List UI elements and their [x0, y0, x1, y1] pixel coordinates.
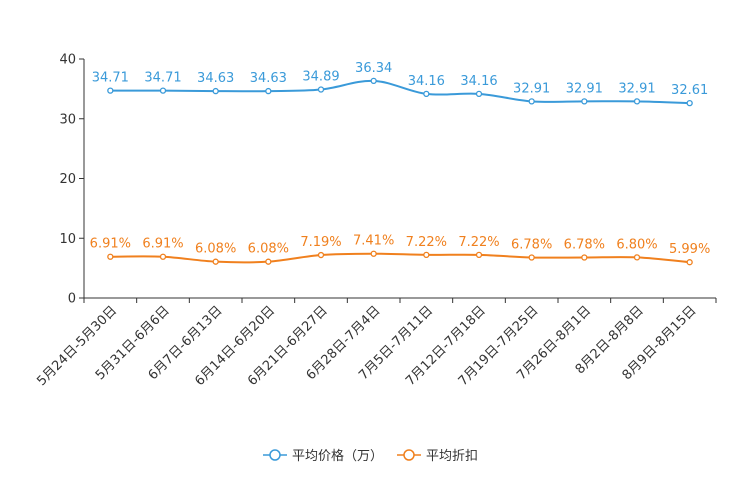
series-1: 34.71 34.71 34.63 34.63 34.89 36.34 34.16 34.16…	[92, 61, 708, 107]
data-label: 36.34	[355, 61, 392, 76]
data-label: 6.78%	[511, 237, 552, 252]
data-label: 34.89	[302, 70, 339, 85]
data-point[interactable]	[475, 90, 483, 98]
axes: 0102030405月24日-5月30日5月31日-6月6日6月7日-6月13日…	[34, 53, 717, 389]
data-label: 32.61	[671, 83, 708, 98]
data-label: 6.80%	[616, 237, 657, 252]
data-label: 34.71	[144, 71, 181, 86]
legend-marker	[269, 449, 281, 461]
data-point[interactable]	[633, 98, 641, 105]
data-point[interactable]	[265, 87, 272, 95]
data-label: 34.63	[250, 71, 287, 86]
data-point[interactable]	[107, 87, 114, 94]
data-point[interactable]	[475, 251, 483, 259]
data-point[interactable]	[370, 77, 377, 85]
data-label: 34.71	[92, 71, 129, 86]
legend[interactable]: 平均价格（万） 平均折扣	[263, 448, 478, 464]
data-point[interactable]	[581, 98, 588, 105]
data-point[interactable]	[159, 253, 167, 260]
y-tick-label: 10	[59, 232, 76, 247]
data-label: 6.91%	[142, 237, 183, 252]
data-point[interactable]	[633, 254, 641, 261]
data-label: 34.63	[197, 71, 234, 86]
data-label: 32.91	[618, 81, 655, 96]
y-tick-label: 30	[59, 112, 76, 127]
data-label: 5.99%	[669, 242, 710, 257]
legend-label: 平均折扣	[426, 449, 478, 464]
data-label: 7.22%	[458, 235, 499, 250]
data-point[interactable]	[212, 87, 219, 95]
legend-label: 平均价格（万）	[292, 448, 383, 464]
data-point[interactable]	[370, 250, 377, 257]
data-label: 34.16	[408, 74, 445, 89]
data-point[interactable]	[686, 259, 693, 266]
data-label: 7.22%	[406, 235, 447, 250]
data-point[interactable]	[528, 98, 535, 105]
series-2: 6.91% 6.91% 6.08% 6.08% 7.19% 7.41% 7.22% 7.22%…	[90, 234, 710, 266]
data-label: 6.78%	[564, 237, 605, 252]
legend-item-2[interactable]: 平均折扣	[397, 449, 478, 464]
data-label: 7.19%	[300, 235, 341, 250]
data-point[interactable]	[159, 87, 167, 94]
y-tick-label: 0	[68, 292, 76, 307]
data-point[interactable]	[528, 254, 535, 261]
data-point[interactable]	[317, 86, 325, 93]
data-label: 32.91	[566, 81, 603, 96]
y-tick-label: 40	[59, 53, 76, 68]
data-point[interactable]	[107, 253, 114, 260]
data-label: 7.41%	[353, 234, 394, 249]
data-point[interactable]	[423, 90, 430, 98]
data-point[interactable]	[265, 258, 272, 265]
data-label: 34.16	[460, 74, 497, 89]
data-point[interactable]	[686, 100, 693, 107]
data-label: 6.91%	[90, 237, 131, 252]
data-point[interactable]	[212, 258, 219, 265]
data-label: 6.08%	[248, 242, 289, 257]
series-line	[110, 252, 690, 264]
data-point[interactable]	[317, 251, 325, 259]
y-tick-label: 20	[59, 172, 76, 187]
data-point[interactable]	[423, 251, 430, 259]
data-label: 6.08%	[195, 242, 236, 257]
series-layer: 34.71 34.71 34.63 34.63 34.89 36.34 34.16 34.16…	[90, 61, 710, 266]
data-label: 32.91	[513, 81, 550, 96]
legend-marker	[403, 449, 415, 461]
data-point[interactable]	[581, 254, 588, 261]
legend-item-1[interactable]: 平均价格（万）	[263, 448, 383, 464]
series-line	[110, 79, 690, 105]
